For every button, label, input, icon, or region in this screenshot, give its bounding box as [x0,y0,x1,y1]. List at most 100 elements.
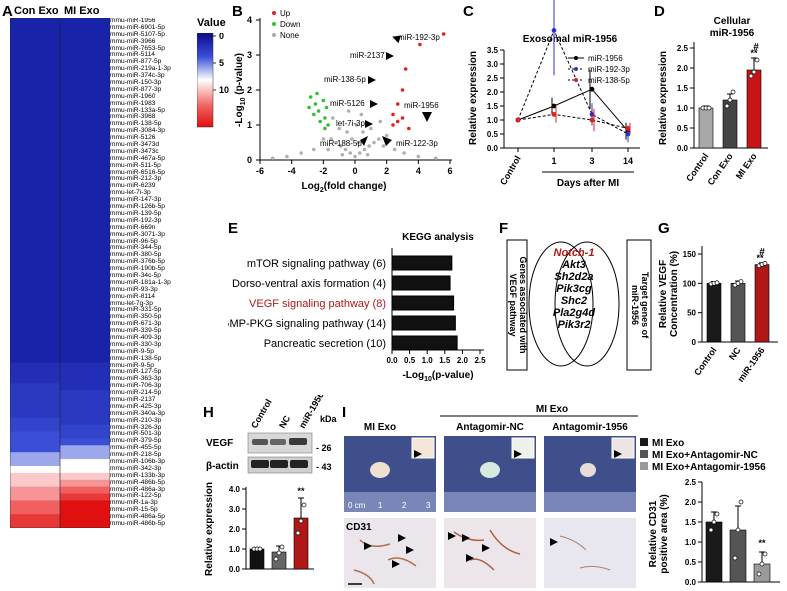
heat-cell-con [10,238,60,246]
heat-cell-con [10,204,60,212]
barh-dot [276,550,282,556]
heatmap-row-label: mmu-miR-671-3p [110,320,162,328]
linec-ytick: 1.0 [487,116,499,125]
bari-ytick: 1.0 [685,538,697,547]
kegg-xtick: 1.0 [422,356,434,365]
heat-cell-mi [60,107,110,115]
kegg-bar [391,295,455,311]
heatmap-row-label: mmu-miR-326-3p [110,423,162,431]
heat-cell-con [10,355,60,364]
barh-ytick: 4.0 [229,485,241,494]
barh-bar [293,517,309,570]
heatmap-row-label: mmu-miR-126b-5p [110,203,165,211]
kegg-title: KEGG analysis [402,232,474,243]
legend-up-dot [272,11,276,15]
band-kda-26: - 26 [316,443,332,453]
heat-cell-con [10,445,60,453]
volcano-point-none [365,152,370,157]
barg-ytick: 100 [683,279,697,288]
heat-cell-mi [60,328,110,336]
heatmap-row-label: mmu-miR-363-3p [110,375,162,383]
heat-cell-mi [60,452,110,460]
heat-cell-mi [60,197,110,205]
heat-cell-mi [60,273,110,281]
kegg-xtick: 1.5 [439,356,451,365]
barh-ytick: 3.0 [229,505,241,514]
heat-cell-mi [60,493,110,501]
linec-xtick: 3 [589,156,594,166]
heat-cell-con [10,507,60,515]
heat-cell-mi [60,431,110,439]
bari-ytick: 0.0 [685,578,697,587]
venn-gene: Sh2d2a [554,271,593,283]
heat-cell-con [10,348,60,357]
linec-ylabel: Relative expression [468,51,479,145]
kegg-term: VEGF signaling pathway (8) [249,298,386,310]
heatmap-grid [10,18,110,528]
volcano-xlabel: Log2(fold change) [301,181,386,194]
svg-text:Relative VEGFConcentration (%): Relative VEGFConcentration (%) [658,251,680,337]
venn-gene: Pik3r2 [557,319,590,331]
linec-ytick: 2.5 [487,74,499,83]
cellular-bar-chart: Cellular miR-1956 0.0 0.5 1.0 1.5 2.0 2.5 Con… [658,16,768,187]
heat-cell-con [10,383,60,391]
heat-cell-mi [60,59,110,67]
linec-ytick: 2.0 [487,88,499,97]
heat-cell-mi [60,142,110,150]
heat-cell-con [10,335,60,343]
heatmap-row-label: mmu-miR-210-3p [110,416,162,424]
barh-dot [301,502,307,508]
heatmap-row-label: mmu-miR-706-3p [110,382,162,390]
heat-cell-con [10,18,60,26]
heat-cell-con [10,341,60,350]
heatmap-row-label: mmu-let-7i-3p [110,189,151,197]
heat-cell-con [10,148,60,157]
bari-ytick: 0.5 [685,558,697,567]
heat-cell-con [10,452,60,460]
heat-cell-mi [60,417,110,426]
volcano-point-none [369,126,373,131]
heat-cell-mi [60,507,110,515]
heat-cell-mi [60,410,110,419]
i-legend-0: MI Exo [652,438,684,449]
heat-cell-con [10,500,60,508]
volcano-point-none [378,119,383,124]
heat-cell-mi [60,86,110,95]
heat-cell-con [10,279,60,288]
heat-cell-con [10,66,60,74]
bari-ytick: 2.5 [685,478,697,487]
heat-cell-con [10,100,60,109]
heat-cell-con [10,142,60,150]
heatmap-row-label: mmu-miR-5114 [110,51,155,59]
heat-cell-mi [60,38,110,47]
bard-dot [724,103,730,109]
heatmap-row-label: mmu-miR-380-5p [110,251,162,259]
bari-ylabel-1: Relative CD31 [648,500,659,567]
volcano-point-none [433,156,438,161]
i-col-anta1956: Antagomir-1956 [552,422,628,433]
bari-bar [753,563,771,583]
heat-cell-con [10,259,60,267]
heat-cell-con [10,155,60,164]
heatmap-row-label: mmu-miR-486b-5p [110,520,165,528]
label-mir-5126: miR-5126 [330,99,365,108]
volcano-point-none [381,144,386,148]
cd31-stain-antanc [444,518,536,588]
volcano-xtick: -4 [288,166,296,176]
heat-cell-mi [60,66,110,74]
heatmap-row-label: mmu-miR-1983 [110,99,156,107]
heatmap-col-con: Con Exo [14,5,59,17]
linec-point [589,86,595,92]
volcano-point-none [354,123,359,127]
ruler-units: 0 cm [348,501,366,510]
bari-dot [735,527,741,533]
volcano-xtick: 2 [384,166,389,176]
volcano-point-none [299,151,303,155]
heatmap-row-label: mmu-miR-455-5p [110,444,162,452]
kegg-bar [391,275,451,291]
heat-cell-con [10,128,60,136]
heat-cell-mi [60,286,110,295]
heat-cell-mi [60,204,110,212]
heat-cell-con [10,376,60,384]
volcano-point-none [357,151,362,155]
